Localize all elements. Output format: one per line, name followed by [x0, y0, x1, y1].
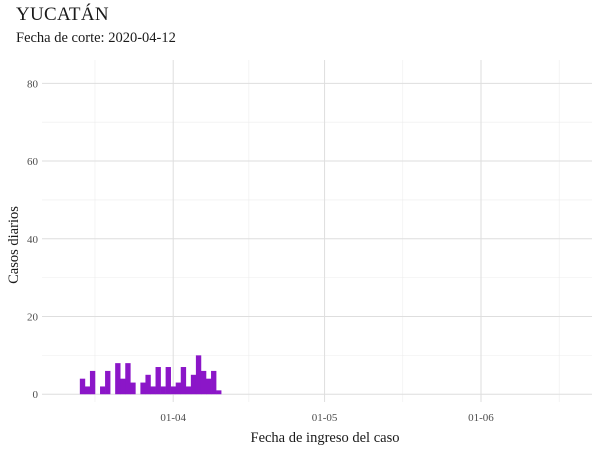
bar — [115, 363, 121, 395]
y-tick-label: 80 — [27, 78, 39, 90]
chart-subtitle: Fecha de corte: 2020-04-12 — [16, 30, 176, 46]
bar — [211, 370, 217, 395]
x-axis-title: Fecha de ingreso del caso — [251, 430, 400, 446]
bar — [200, 370, 207, 395]
bar — [100, 386, 106, 395]
bar — [170, 386, 177, 395]
bar — [120, 378, 126, 395]
bar — [185, 386, 192, 395]
chart-title: YUCATÁN — [16, 4, 109, 25]
y-tick-label: 60 — [27, 156, 39, 168]
bar — [84, 386, 91, 395]
bar — [150, 386, 156, 395]
bars — [79, 355, 222, 395]
bar — [160, 386, 166, 395]
x-axis-ticks: 01-04 01-05 01-06 — [160, 412, 494, 424]
bar — [205, 378, 212, 395]
bar — [89, 370, 96, 395]
x-tick-label: 01-06 — [468, 412, 494, 424]
x-tick-label: 01-05 — [312, 412, 338, 424]
bar — [140, 382, 146, 395]
y-axis-title: Casos diarios — [6, 206, 22, 284]
grid — [42, 60, 592, 402]
y-tick-label: 40 — [27, 234, 39, 246]
bar — [180, 367, 187, 395]
y-axis-ticks: 0 20 40 60 80 — [27, 78, 39, 401]
x-tick-label: 01-04 — [160, 412, 186, 424]
y-tick-label: 0 — [33, 389, 39, 401]
bar — [190, 374, 197, 395]
bar — [175, 382, 182, 395]
y-tick-label: 20 — [27, 312, 39, 324]
bar — [130, 382, 136, 395]
bar — [125, 363, 131, 395]
bar — [165, 367, 171, 395]
bar — [195, 355, 202, 395]
bar — [79, 378, 86, 395]
bar — [216, 390, 222, 395]
bar — [155, 367, 161, 395]
bar — [145, 374, 151, 395]
bar — [105, 370, 111, 395]
